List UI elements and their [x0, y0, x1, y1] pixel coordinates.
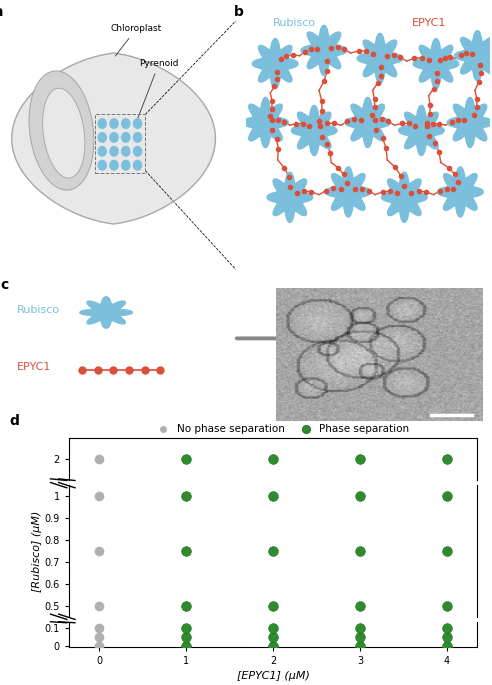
Polygon shape	[291, 105, 337, 155]
Text: Pyrenoid: Pyrenoid	[137, 59, 179, 120]
Y-axis label: [Rubisco] (μM): [Rubisco] (μM)	[31, 510, 42, 592]
Polygon shape	[437, 167, 483, 217]
Circle shape	[133, 160, 142, 170]
Text: d: d	[10, 414, 20, 428]
Circle shape	[98, 119, 106, 128]
Polygon shape	[301, 25, 347, 75]
Polygon shape	[345, 97, 391, 147]
Circle shape	[98, 160, 106, 170]
Legend: No phase separation, Phase separation: No phase separation, Phase separation	[149, 420, 414, 438]
Circle shape	[110, 119, 118, 128]
Bar	[95, 114, 145, 173]
Text: Rubisco: Rubisco	[17, 305, 60, 314]
Text: a: a	[0, 5, 3, 19]
Polygon shape	[326, 167, 371, 217]
Circle shape	[122, 133, 130, 142]
Circle shape	[98, 147, 106, 156]
Polygon shape	[357, 34, 403, 84]
Circle shape	[122, 147, 130, 156]
Polygon shape	[399, 105, 444, 155]
Polygon shape	[243, 97, 288, 147]
Circle shape	[133, 119, 142, 128]
Circle shape	[110, 133, 118, 142]
Text: EPYC1: EPYC1	[17, 362, 51, 372]
Polygon shape	[267, 172, 313, 223]
Polygon shape	[455, 31, 492, 81]
Circle shape	[110, 147, 118, 156]
Polygon shape	[381, 172, 427, 223]
Text: b: b	[234, 5, 244, 19]
Text: c: c	[0, 278, 8, 292]
Text: EPYC1: EPYC1	[411, 18, 446, 28]
Polygon shape	[447, 97, 492, 147]
Circle shape	[98, 133, 106, 142]
Circle shape	[110, 160, 118, 170]
Circle shape	[133, 133, 142, 142]
Circle shape	[133, 147, 142, 156]
Text: Rubisco: Rubisco	[273, 18, 316, 28]
Polygon shape	[80, 297, 132, 328]
Circle shape	[122, 160, 130, 170]
X-axis label: [EPYC1] (μM): [EPYC1] (μM)	[237, 671, 309, 680]
Text: Chloroplast: Chloroplast	[111, 25, 162, 56]
Ellipse shape	[29, 71, 94, 190]
Polygon shape	[12, 53, 215, 224]
Ellipse shape	[43, 88, 85, 178]
Polygon shape	[252, 38, 298, 89]
Polygon shape	[413, 38, 459, 89]
Circle shape	[122, 119, 130, 128]
